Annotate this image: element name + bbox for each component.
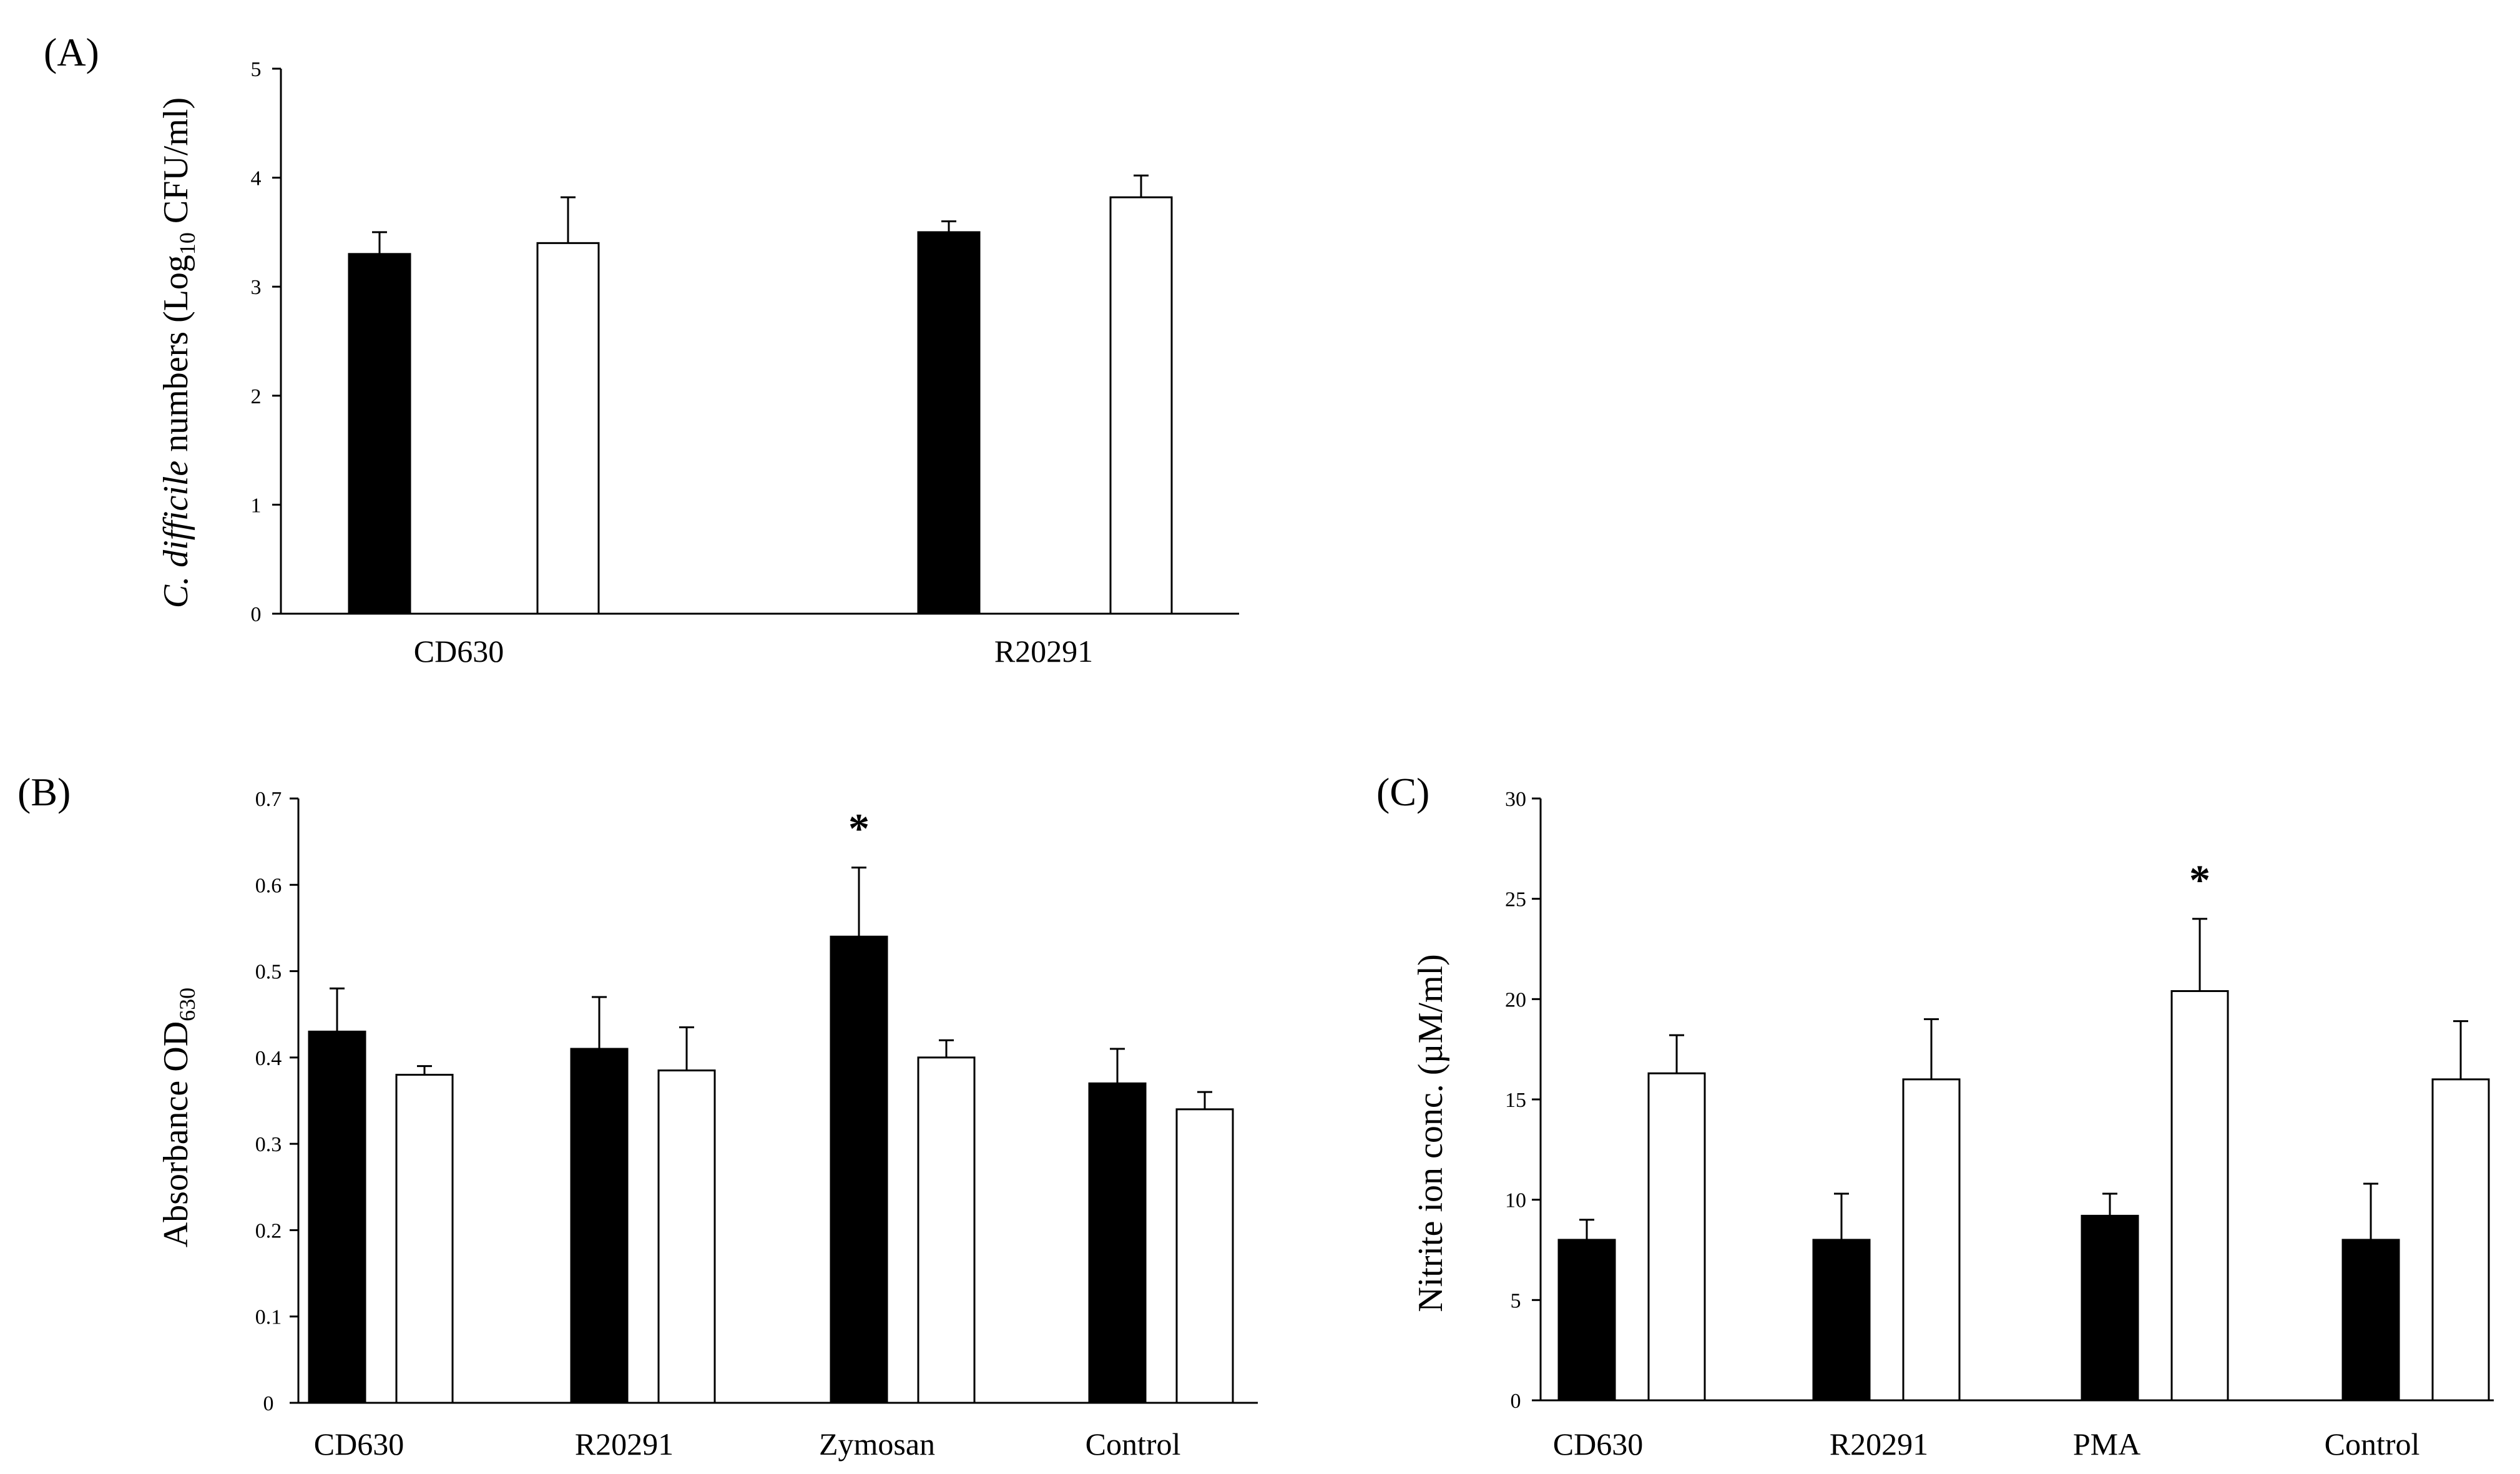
panel-a-y-axis-title-tail: CFU/ml)	[157, 97, 195, 232]
panel-c-label: (C)	[1376, 770, 1429, 814]
panel-c-y-tick-label: 0	[1511, 1390, 1521, 1413]
panel-b-plot: 0 0.1 0.2 0.3 0.4 0.5 0.6 0.7 CD630 R20291 Zymosan…	[255, 788, 1258, 1462]
panel-a-y-tick-label: 4	[251, 167, 262, 190]
panel-b-bar-filled	[570, 1048, 629, 1404]
panel-a-bar-filled	[917, 231, 981, 615]
panel-b-y-tick-label: 0.6	[255, 874, 282, 897]
panel-c-y-tick-label: 30	[1505, 788, 1526, 811]
panel-c-y-tick-label: 20	[1505, 988, 1526, 1011]
panel-b-category-label: R20291	[575, 1427, 674, 1462]
panel-a-y-axis-title-text: numbers (Log	[157, 255, 195, 461]
panel-a-category-label: CD630	[414, 634, 504, 669]
panel-c-y-tick-label: 10	[1505, 1189, 1526, 1212]
panel-b-category-label: CD630	[314, 1427, 404, 1462]
panel-c-y-axis-title-text: Nitrite ion conc. (µM/ml)	[1411, 954, 1450, 1312]
panel-c-bar-open	[1902, 1078, 1961, 1402]
panel-c-y-tick-label: 25	[1505, 888, 1526, 911]
panel-c-category-label: R20291	[1830, 1427, 1928, 1462]
panel-b-y-tick-label: 0	[263, 1392, 274, 1415]
panel-b-category-label: Control	[1086, 1427, 1181, 1462]
panel-c-category-label: PMA	[2073, 1427, 2140, 1462]
panel-a-category-label: R20291	[994, 634, 1093, 669]
panel-b-bar-filled	[1088, 1082, 1147, 1404]
panel-b-category-label: Zymosan	[819, 1427, 935, 1462]
panel-a-y-axis-title-subscript: 10	[175, 232, 200, 255]
panel-b-bar-filled	[308, 1030, 366, 1404]
panel-b-y-tick-label: 0.5	[255, 961, 282, 984]
panel-c-y-tick-label: 5	[1511, 1289, 1521, 1312]
panel-b-bar-open	[657, 1069, 716, 1404]
panel-a-y-tick-label: 5	[251, 58, 262, 81]
panel-c-plot: 0 5 10 15 20 25 30 CD630 R20291 PMA Control *	[1505, 788, 2494, 1462]
panel-c-significance-mark: *	[2189, 856, 2210, 903]
panel-c-bar-open	[2170, 990, 2229, 1402]
panel-b-bar-open	[1175, 1108, 1234, 1404]
panel-b-y-tick-label: 0.1	[255, 1306, 282, 1329]
panel-a-y-axis-title: C. difficile numbers (Log10 CFU/ml)	[157, 97, 200, 608]
panel-c-bar-filled	[2081, 1214, 2139, 1402]
panel-a-y-tick-label: 0	[251, 603, 262, 626]
panel-b-label: (B)	[17, 770, 71, 814]
panel-b-y-tick-label: 0.2	[255, 1219, 282, 1242]
panel-a-label: (A)	[44, 30, 99, 74]
panel-a-bar-open	[1109, 196, 1173, 615]
panel-c-bar-open	[2431, 1078, 2490, 1402]
panel-a-y-tick-label: 2	[251, 385, 262, 408]
panel-c-bar-filled	[1557, 1239, 1616, 1402]
panel-c-category-label: Control	[2325, 1427, 2420, 1462]
panel-c-category-label: CD630	[1553, 1427, 1643, 1462]
panel-b-significance-mark: *	[848, 805, 870, 852]
panel-b-y-axis-title: Absorbance OD630	[157, 988, 200, 1247]
panel-c-bar-open	[1647, 1072, 1706, 1402]
panel-c-bar-filled	[2341, 1239, 2400, 1402]
panel-a-plot: 0 1 2 3 4 5 CD630 R20291	[251, 58, 1239, 669]
panel-b-y-axis-title-text: Absorbance OD	[157, 1021, 195, 1247]
panel-b-y-axis-title-subscript: 630	[175, 988, 200, 1021]
panel-b: (B) Absorbance OD630 0 0.1 0.2 0.3 0.4 0.5 0.6…	[17, 770, 1258, 1462]
panel-b-bar-open	[917, 1056, 976, 1404]
panel-a-y-tick-label: 1	[251, 494, 262, 517]
panel-a-y-axis-title-italic: C. difficile	[157, 461, 195, 608]
panel-a-y-tick-label: 3	[251, 276, 262, 299]
panel-a-bar-filled	[348, 253, 411, 615]
panel-c-y-tick-label: 15	[1505, 1089, 1526, 1112]
panel-b-bar-filled	[830, 935, 888, 1404]
panel-a-bar-open	[536, 242, 600, 615]
panel-b-y-tick-label: 0.7	[255, 788, 282, 811]
panel-c-bar-filled	[1812, 1239, 1871, 1402]
panel-b-y-tick-label: 0.3	[255, 1133, 282, 1156]
panel-b-bar-open	[395, 1074, 454, 1404]
panel-c-y-axis-title: Nitrite ion conc. (µM/ml)	[1411, 954, 1450, 1312]
panel-b-y-tick-label: 0.4	[255, 1047, 282, 1070]
panel-c: (C) Nitrite ion conc. (µM/ml) 0 5 10 15 20 25…	[1376, 770, 2494, 1462]
panel-a: (A) C. difficile numbers (Log10 CFU/ml) …	[44, 30, 1239, 669]
